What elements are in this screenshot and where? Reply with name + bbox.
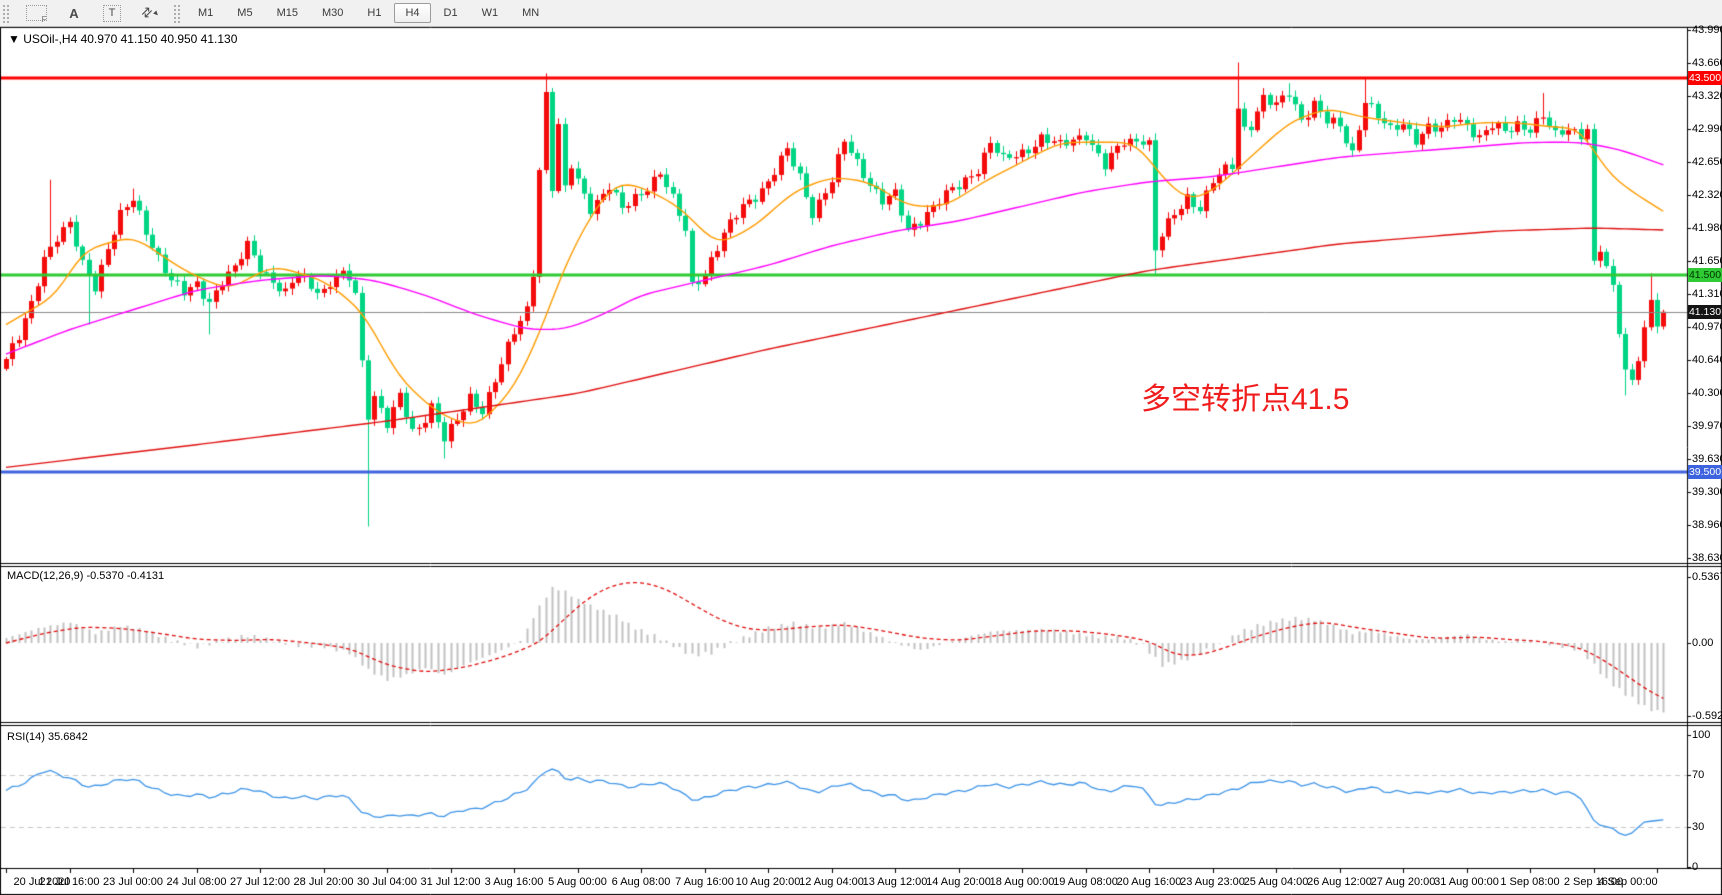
macd-axis-tick-label: 0.5367 [1692,570,1722,583]
toolbar-separator [173,3,182,23]
timeframe-button-H1[interactable]: H1 [367,7,382,19]
rsi-indicator-label: RSI(14) 35.6842 [7,731,88,743]
macd-axis-tick-label: -0.5924 [1692,709,1722,722]
price-axis-tick-label: 42.650 [1692,156,1722,168]
timeframe-button-group: M1 M5 M15 M30 H1 H4 D1 W1 MN [186,3,551,23]
time-axis-label: 12 Aug 04:00 [799,876,864,888]
time-axis-label: 10 Aug 20:00 [735,876,801,888]
time-axis-label: 23 Aug 23:00 [1180,876,1245,888]
price-axis-tick-label: 41.310 [1692,288,1722,300]
time-axis-label: 2 Sep 16:00 [1563,876,1624,888]
time-axis-label: 26 Aug 12:00 [1307,876,1372,888]
rsi-axis-tick-label: 30 [1692,821,1705,834]
time-axis-label: 13 Aug 12:00 [862,876,928,888]
price-axis-tick-label: 39.630 [1692,453,1722,466]
time-axis-label: 24 Jul 08:00 [166,876,227,888]
time-axis-label: 27 Jul 12:00 [230,876,290,888]
time-axis-label: 1 Sep 08:00 [1500,876,1560,888]
time-axis-label: 14 Aug 20:00 [926,876,991,888]
price-axis-tick-label: 43.660 [1692,56,1722,69]
cursor-arrows-icon[interactable]: ⇅ ▾ [137,3,162,22]
time-axis-label: 4 Sep 00:00 [1598,876,1658,888]
price-axis-tick-label: 38.960 [1692,519,1722,532]
price-badge-41.130: 41.130 [1688,304,1722,319]
rsi-axis-tick-label: 0 [1692,861,1699,873]
price-axis-tick-label: 42.990 [1692,122,1722,135]
grid-snap-icon[interactable]: F [23,3,49,24]
text-box-icon[interactable]: T [99,3,125,24]
time-axis-label: 20 Jul 2020 [13,876,71,888]
toolbar-drag-handle[interactable] [2,3,11,23]
rsi-axis-tick-label: 100 [1692,729,1711,741]
timeframe-button-M30[interactable]: M30 [321,7,344,19]
timeframe-button-M15[interactable]: M15 [276,7,298,19]
timeframe-button-M1[interactable]: M1 [198,7,214,19]
rsi-axis-tick-label: 70 [1692,768,1705,781]
time-axis-label: 3 Aug 16:00 [484,876,544,888]
price-badge-41.500: 41.500 [1688,268,1722,283]
timeframe-button-D1[interactable]: D1 [443,7,458,19]
price-axis-tick-label: 38.630 [1692,552,1722,564]
macd-indicator-label: MACD(12,26,9) -0.5370 -0.4131 [7,570,165,582]
price-axis-tick-label: 39.970 [1692,420,1722,432]
price-axis-tick-label: 41.650 [1692,254,1722,267]
time-axis-label: 6 Aug 08:00 [611,876,671,888]
price-badge-43.500: 43.500 [1688,71,1722,86]
price-axis-tick-label: 40.300 [1692,387,1722,400]
toolbar: F A T ⇅ ▾ M1 M5 M15 M30 H1 H4 D1 W1 MN [0,0,1722,27]
price-badge-39.500: 39.500 [1688,465,1722,480]
time-axis-label: 27 Aug 20:00 [1370,876,1436,888]
timeframe-button-H4[interactable]: H4 [394,3,431,23]
timeframe-button-M5[interactable]: M5 [237,7,253,19]
chart-annotation-text: 多空转折点41.5 [1141,383,1350,416]
time-axis-label: 25 Aug 04:00 [1243,876,1309,888]
price-axis-tick-label: 40.640 [1692,354,1722,366]
price-axis-tick-label: 39.300 [1692,486,1722,498]
time-axis-label: 18 Aug 00:00 [989,876,1055,888]
price-axis-tick-label: 42.320 [1692,188,1722,201]
timeframe-button-W1[interactable]: W1 [481,7,499,19]
price-axis-tick-label: 43.990 [1692,24,1722,36]
time-axis-label: 28 Jul 20:00 [293,876,354,888]
timeframe-button-MN[interactable]: MN [522,7,540,19]
collapse-triangle-icon[interactable]: ▼ [8,32,20,46]
time-axis-label: 7 Aug 16:00 [675,876,734,888]
time-axis-label: 30 Jul 04:00 [357,876,417,888]
macd-axis-tick-label: 0.00 [1692,637,1714,649]
price-axis-tick-label: 43.320 [1692,90,1722,102]
time-axis-label: 31 Aug 00:00 [1434,876,1499,888]
time-axis-label: 20 Aug 16:00 [1116,876,1182,888]
price-axis-tick-label: 41.980 [1692,222,1722,234]
text-label-icon[interactable]: A [69,5,79,21]
time-axis-label: 23 Jul 00:00 [103,876,163,888]
price-axis-tick-label: 40.970 [1692,321,1722,334]
time-axis-label: 5 Aug 00:00 [548,876,607,888]
time-axis-label: 31 Jul 12:00 [420,876,481,888]
time-axis-label: 19 Aug 08:00 [1053,876,1118,888]
time-axis-label: 21 Jul 16:00 [39,876,100,888]
symbol-ohlc-label: ▼ USOil-,H4 40.970 41.150 40.950 41.130 [8,32,238,46]
